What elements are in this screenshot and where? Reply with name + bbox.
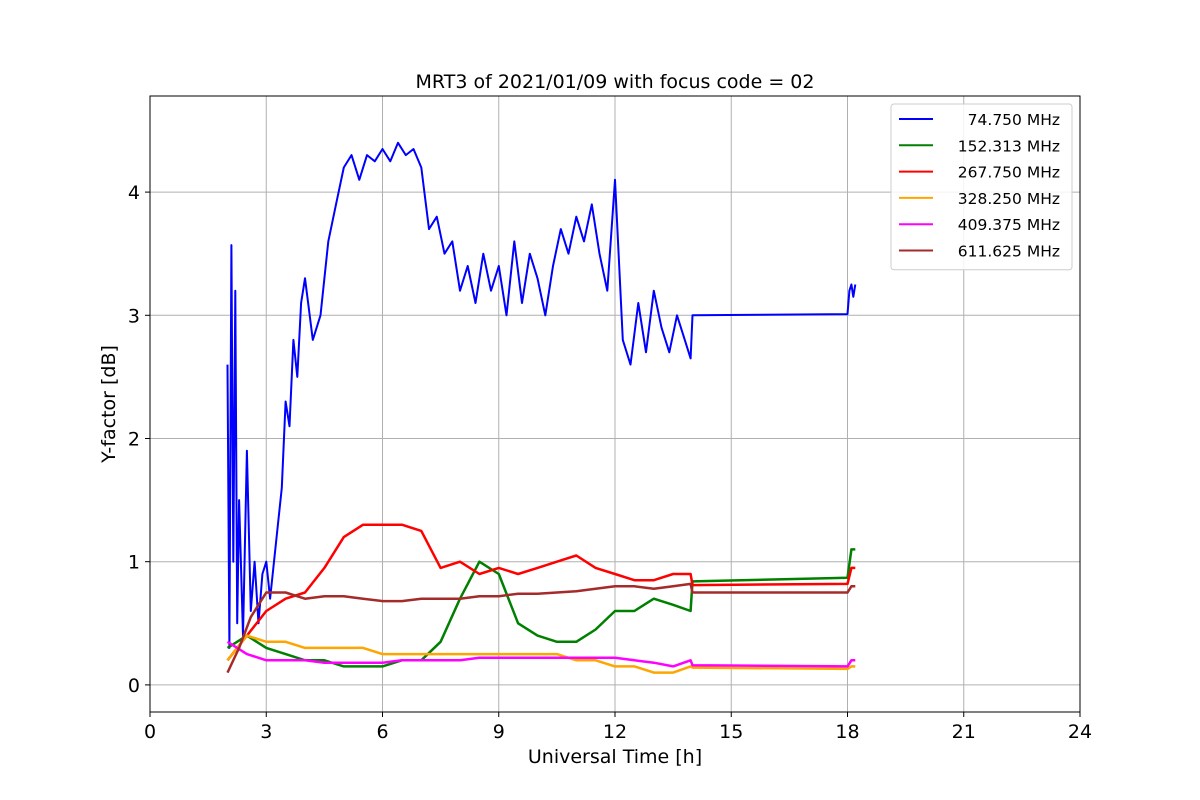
y-axis-label: Y-factor [dB] bbox=[98, 345, 120, 464]
legend-entry-label: 328.250 MHz bbox=[958, 190, 1060, 208]
y-tick-label: 3 bbox=[128, 305, 140, 327]
x-tick-label: 12 bbox=[603, 721, 627, 743]
series-line-1 bbox=[226, 141, 857, 649]
x-tick-label: 15 bbox=[719, 721, 743, 743]
series-line-4 bbox=[226, 634, 856, 674]
y-tick-label: 0 bbox=[128, 675, 140, 697]
series-line-2 bbox=[226, 548, 856, 668]
y-tick-label: 2 bbox=[128, 428, 140, 450]
legend-box bbox=[890, 103, 1073, 271]
x-tick-label: 18 bbox=[835, 721, 859, 743]
x-tick-label: 24 bbox=[1068, 721, 1092, 743]
y-tick-label: 1 bbox=[128, 552, 140, 574]
x-tick-label: 0 bbox=[144, 721, 156, 743]
legend-entry-label: 152.313 MHz bbox=[958, 137, 1060, 155]
legend-entry-label: 409.375 MHz bbox=[958, 216, 1060, 234]
x-tick-label: 9 bbox=[493, 721, 505, 743]
legend: 74.750 MHz 152.313 MHz 267.750 MHz 328.250 … bbox=[890, 103, 1073, 271]
x-tick-label: 3 bbox=[260, 721, 272, 743]
series-line-6 bbox=[226, 582, 856, 674]
legend-entry-label: 611.625 MHz bbox=[958, 243, 1060, 261]
legend-entry-label: 74.750 MHz bbox=[968, 111, 1060, 129]
x-tick-label: 21 bbox=[952, 721, 976, 743]
legend-entry-label: 267.750 MHz bbox=[958, 164, 1060, 182]
series-layer bbox=[226, 141, 857, 674]
series-line-5 bbox=[226, 640, 856, 668]
chart-title: MRT3 of 2021/01/09 with focus code = 02 bbox=[416, 71, 815, 93]
series-line-3 bbox=[226, 523, 856, 662]
y-tick-label: 4 bbox=[128, 182, 140, 204]
x-tick-label: 6 bbox=[376, 721, 388, 743]
x-axis-label: Universal Time [h] bbox=[528, 746, 702, 768]
